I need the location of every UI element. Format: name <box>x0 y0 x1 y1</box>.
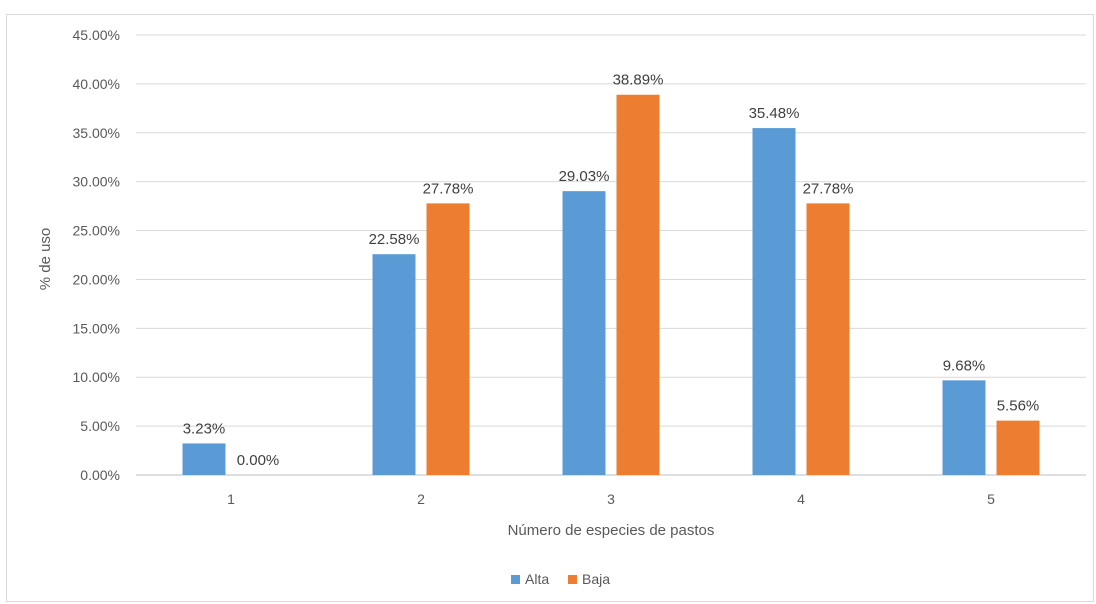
data-label-alta-4: 35.48% <box>749 105 800 122</box>
data-label-baja-2: 27.78% <box>423 180 474 197</box>
y-tick-label: 5.00% <box>80 418 120 434</box>
y-tick-label: 30.00% <box>73 174 120 190</box>
data-label-alta-1: 3.23% <box>183 420 226 437</box>
data-label-baja-3: 38.89% <box>613 72 664 89</box>
data-labels: 3.23% 0.00% 22.58% 27.78% 29.03% 38.89% 35.48%… <box>183 72 1040 469</box>
bar-alta-2 <box>372 254 416 475</box>
data-label-alta-2: 22.58% <box>369 231 420 248</box>
y-axis-tick-labels: 0.00% 5.00% 10.00% 15.00% 20.00% 25.00% 30.00%… <box>73 27 120 483</box>
x-tick-label: 4 <box>797 491 805 507</box>
x-tick-label: 2 <box>417 491 425 507</box>
y-tick-label: 25.00% <box>73 223 120 239</box>
y-axis-title: % de uso <box>37 228 54 291</box>
y-tick-label: 40.00% <box>73 76 120 92</box>
bar-baja-2 <box>426 203 470 475</box>
bar-baja-4 <box>806 203 850 475</box>
x-axis-title: Número de especies de pastos <box>508 522 715 539</box>
data-label-baja-5: 5.56% <box>997 398 1040 415</box>
x-axis-tick-labels: 1 2 3 4 5 <box>227 491 995 507</box>
y-tick-label: 15.00% <box>73 320 120 336</box>
bars <box>182 94 1040 476</box>
y-tick-label: 0.00% <box>80 467 120 483</box>
bar-baja-5 <box>996 420 1040 475</box>
data-label-baja-4: 27.78% <box>803 180 854 197</box>
data-label-alta-5: 9.68% <box>943 357 986 374</box>
gridlines <box>136 34 1086 476</box>
legend: Alta Baja <box>511 571 610 587</box>
y-tick-label: 45.00% <box>73 27 120 43</box>
y-tick-label: 20.00% <box>73 271 120 287</box>
legend-label-baja: Baja <box>582 571 610 587</box>
chart-frame <box>6 14 1094 602</box>
x-tick-label: 1 <box>227 491 235 507</box>
y-tick-label: 10.00% <box>73 369 120 385</box>
legend-swatch-alta <box>511 575 520 584</box>
data-label-alta-3: 29.03% <box>559 168 610 185</box>
legend-label-alta: Alta <box>525 571 549 587</box>
bar-alta-1 <box>182 443 226 475</box>
x-tick-label: 5 <box>987 491 995 507</box>
x-tick-label: 3 <box>607 491 615 507</box>
legend-swatch-baja <box>568 575 577 584</box>
y-tick-label: 35.00% <box>73 125 120 141</box>
bar-baja-3 <box>616 94 660 476</box>
bar-alta-4 <box>752 128 796 475</box>
bar-alta-3 <box>562 191 606 475</box>
data-label-baja-1: 0.00% <box>237 452 280 469</box>
bar-alta-5 <box>942 380 986 475</box>
